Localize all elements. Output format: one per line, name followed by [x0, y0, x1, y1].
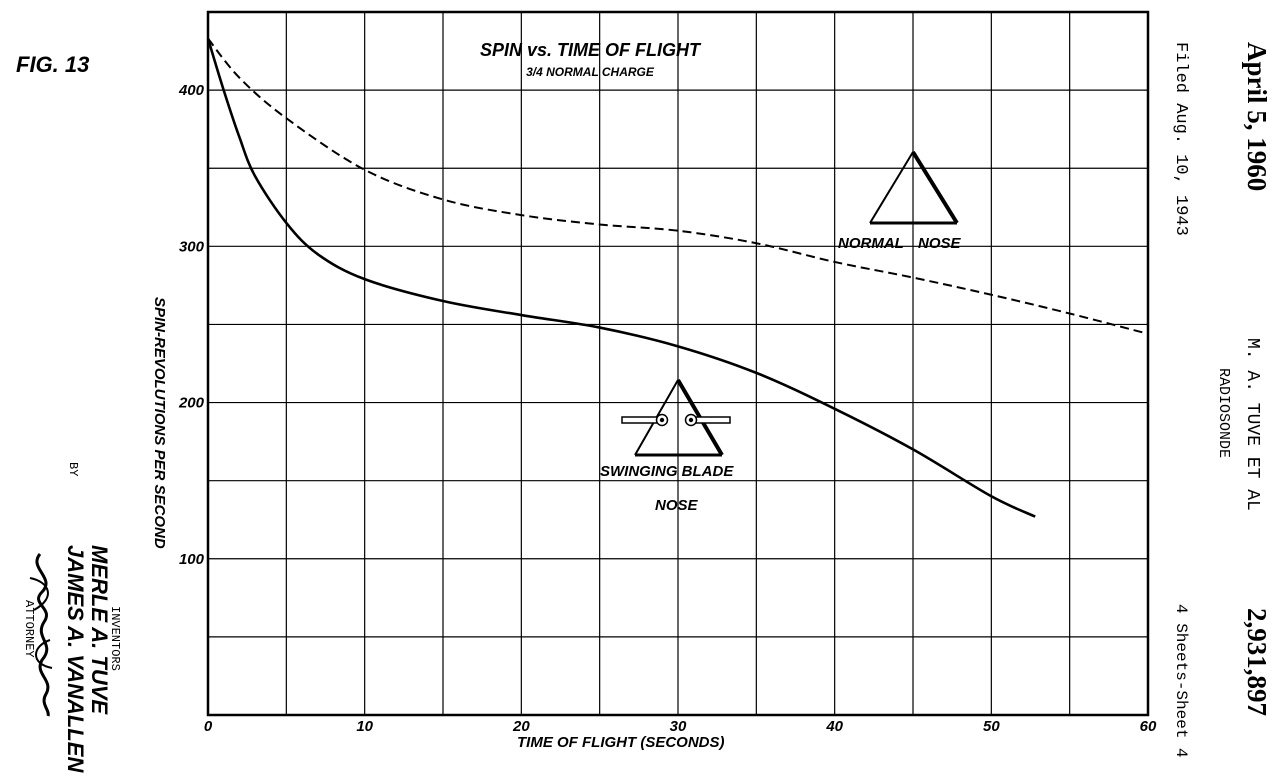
y-axis-label: SPIN-REVOLUTIONS PER SECOND — [151, 297, 168, 549]
y-tick-label: 100 — [179, 551, 205, 568]
chart-series — [206, 37, 1149, 518]
annotation-normal: NORMAL — [838, 235, 904, 252]
invention-title: RADIOSONDE — [1215, 368, 1232, 459]
y-tick-label: 400 — [178, 82, 205, 99]
figure-label: FIG. 13 — [16, 52, 90, 77]
x-tick-label: 0 — [204, 718, 213, 735]
chart-ticks: 0 10 20 30 40 50 60 100 200 300 400 — [178, 82, 1157, 735]
patent-date: April 5, 1960 — [1242, 42, 1272, 192]
y-tick-label: 300 — [179, 238, 205, 255]
x-tick-label: 10 — [356, 718, 373, 735]
patent-author: M. A. TUVE ET AL — [1242, 338, 1262, 511]
annotation-blade-nose: NOSE — [655, 497, 698, 514]
x-tick-label: 30 — [670, 718, 687, 735]
chart-title: SPIN vs. TIME OF FLIGHT — [479, 40, 701, 60]
swinging-blade-nose-icon — [621, 378, 731, 457]
x-axis-label: TIME OF FLIGHT (SECONDS) — [517, 734, 725, 751]
series-line-solid — [206, 38, 1036, 518]
filed-date: Filed Aug. 10, 1943 — [1171, 42, 1190, 236]
annotation-normal-nose: NOSE — [918, 235, 961, 252]
by-label: BY — [66, 462, 80, 477]
sheet-count: 4 Sheets-Sheet 4 — [1172, 604, 1190, 758]
plot-frame — [206, 10, 1150, 717]
chart-grid — [208, 12, 1148, 715]
annotation-swinging-blade: SWINGING BLADE — [600, 463, 734, 480]
y-tick-label: 200 — [178, 395, 205, 412]
x-tick-label: 20 — [512, 718, 530, 735]
patent-number: 2,931,897 — [1242, 608, 1272, 716]
x-tick-label: 40 — [825, 718, 843, 735]
normal-nose-icon — [869, 150, 959, 225]
x-tick-label: 60 — [1140, 718, 1157, 735]
inventor-name-1: MERLE A. TUVE — [87, 545, 112, 715]
chart-subtitle: 3/4 NORMAL CHARGE — [526, 65, 654, 79]
attorney-signature — [29, 553, 53, 717]
x-tick-label: 50 — [983, 718, 1000, 735]
